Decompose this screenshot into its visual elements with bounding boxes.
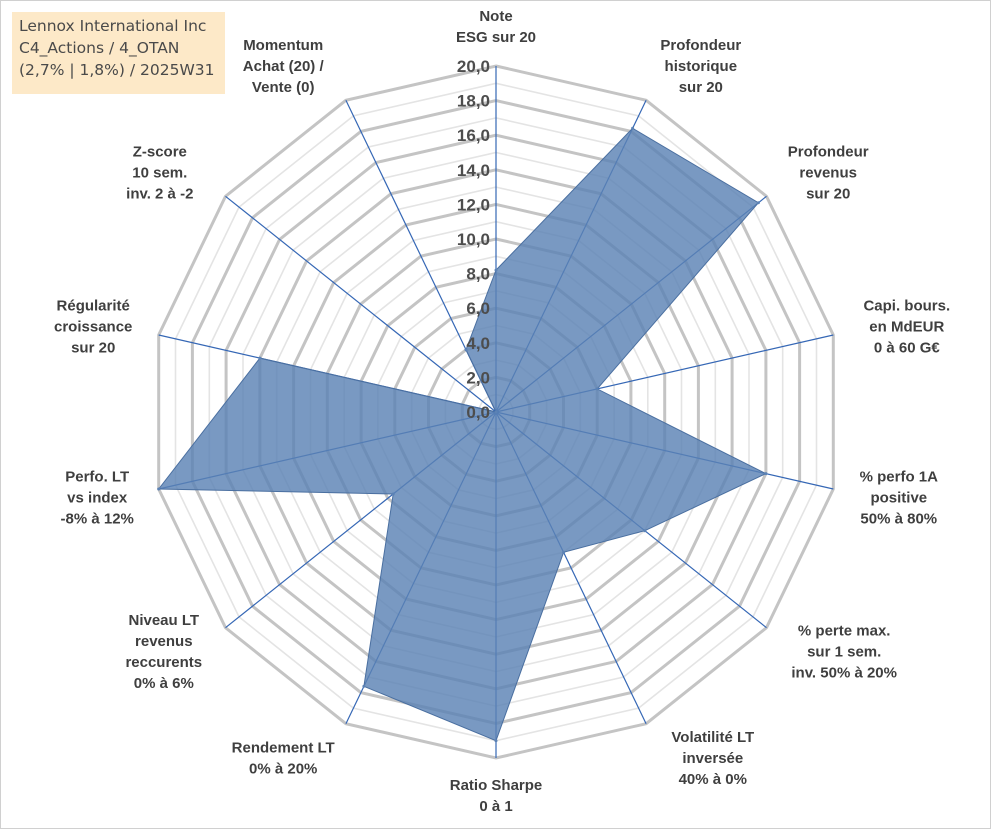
axis-label-line: Rendement LT (232, 740, 335, 757)
axis-label: Volatilité LT inversée 40% à 0% (671, 729, 754, 788)
tick-label: 6,0 (466, 299, 490, 318)
tick-label: 0,0 (466, 403, 490, 422)
axis-label-line: Achat (20) / (243, 58, 325, 75)
tick-label: 20,0 (457, 57, 490, 76)
axis-label-line: revenus (135, 633, 193, 650)
axis-label: Z-score 10 sem. inv. 2 à -2 (126, 144, 193, 203)
axis-label-line: Volatilité LT (671, 729, 754, 746)
axis-label-line: positive (870, 489, 927, 506)
axis-label: Perfo. LT vs index -8% à 12% (61, 468, 134, 527)
series-point (157, 487, 161, 491)
axis-label-line: sur 20 (71, 340, 115, 357)
series-point (362, 684, 366, 688)
axis-label-line: Niveau LT (129, 612, 200, 629)
axis-label-line: 40% à 0% (679, 771, 747, 788)
axis-label-line: Note (479, 8, 512, 25)
axis-label-line: croissance (54, 319, 132, 336)
axis-label-line: Vente (0) (252, 79, 315, 96)
axis-label-line: en MdEUR (869, 319, 944, 336)
series-point (464, 348, 468, 352)
series-point (494, 268, 498, 272)
series-point (631, 126, 635, 130)
axis-label: Rendement LT 0% à 20% (232, 740, 335, 778)
title-stats: (2,7% | 1,8%) / 2025W31 (19, 61, 215, 79)
axis-label-line: Momentum (243, 37, 323, 54)
axis-label-line: inversée (682, 750, 743, 767)
axis-label-line: historique (665, 58, 738, 75)
axis-label-line: reccurents (125, 654, 202, 671)
axis-label-line: sur 1 sem. (807, 643, 881, 660)
axis-label-line: 0 à 60 G€ (874, 340, 941, 357)
axis-label: Niveau LT revenus reccurents 0% à 6% (125, 612, 202, 692)
tick-labels: 0,0 2,0 4,0 6,0 8,0 10,0 12,0 14,0 16,0 18,0 20,0 (457, 57, 490, 422)
axis-label: Ratio Sharpe 0 à 1 (450, 777, 543, 815)
axis-label: Profondeur historique sur 20 (660, 37, 741, 96)
axis-label: % perfo 1A positive 50% à 80% (860, 468, 939, 527)
series-point (494, 739, 498, 743)
series-point (756, 201, 760, 205)
series-area (157, 126, 768, 743)
axis-label-line: Z-score (133, 144, 187, 161)
axis-label: % perte max. sur 1 sem. inv. 50% à 20% (791, 622, 897, 681)
series-point (562, 550, 566, 554)
axis-label-line: % perte max. (798, 622, 891, 639)
axis-label-line: 10 sem. (132, 165, 187, 182)
series-point (643, 529, 647, 533)
series-point (494, 410, 498, 414)
axis-label-line: 0% à 20% (249, 761, 317, 778)
axis-label-line: vs index (67, 489, 128, 506)
tick-label: 14,0 (457, 161, 490, 180)
tick-label: 10,0 (457, 230, 490, 249)
series-point (595, 387, 599, 391)
axis-label-line: Profondeur (660, 37, 741, 54)
axis-label-line: sur 20 (806, 186, 850, 203)
axis-label: Capi. bours. en MdEUR 0 à 60 G€ (863, 298, 950, 357)
tick-label: 18,0 (457, 92, 490, 111)
axis-label-line: Perfo. LT (65, 468, 129, 485)
axis-label-line: ESG sur 20 (456, 29, 536, 46)
axis-label-line: 50% à 80% (860, 510, 937, 527)
tick-label: 2,0 (466, 368, 490, 387)
axis-labels: Note ESG sur 20 Profondeur historique sur 20… (54, 8, 950, 815)
axis-label-line: inv. 2 à -2 (126, 186, 193, 203)
axis-label-line: -8% à 12% (61, 510, 134, 527)
tick-label: 4,0 (466, 334, 490, 353)
axis-label-line: inv. 50% à 20% (791, 664, 897, 681)
axis-label-line: Régularité (57, 298, 130, 315)
axis-label-line: revenus (799, 165, 857, 182)
axis-label: Note ESG sur 20 (456, 8, 536, 46)
axis-label: Momentum Achat (20) / Vente (0) (243, 37, 325, 96)
axis-label-line: Capi. bours. (863, 298, 950, 315)
axis-label-line: 0 à 1 (479, 798, 512, 815)
tick-label: 8,0 (466, 265, 490, 284)
series-point (391, 492, 395, 496)
axis-label-line: Profondeur (788, 144, 869, 161)
axis-label-line: Ratio Sharpe (450, 777, 543, 794)
axis-label: Profondeur revenus sur 20 (788, 144, 869, 203)
title-category: C4_Actions / 4_OTAN (19, 39, 180, 57)
series-point (258, 356, 262, 360)
tick-label: 12,0 (457, 195, 490, 214)
series-point (764, 472, 768, 476)
chart-title-box: Lennox International Inc C4_Actions / 4_… (12, 12, 225, 94)
axis-label-line: sur 20 (679, 79, 723, 96)
axis-spoke (225, 195, 497, 413)
axis-label-line: % perfo 1A (860, 468, 939, 485)
axis-label: Régularité croissance sur 20 (54, 298, 132, 357)
tick-label: 16,0 (457, 126, 490, 145)
axis-label-line: 0% à 6% (134, 675, 194, 692)
title-company: Lennox International Inc (19, 17, 207, 35)
